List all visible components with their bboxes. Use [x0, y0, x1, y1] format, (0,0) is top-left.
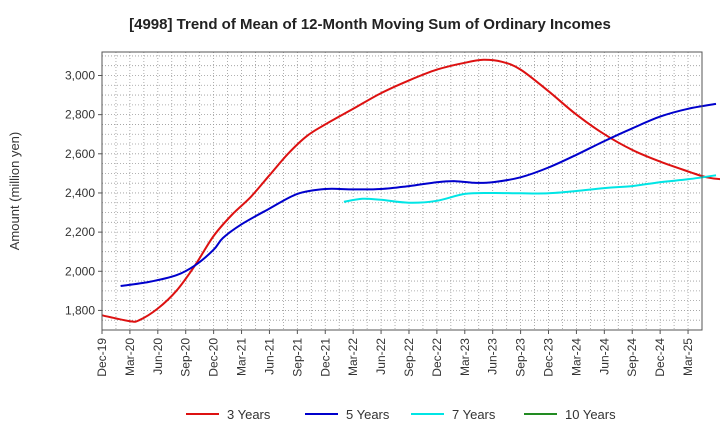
x-tick-label: Mar-22	[346, 338, 360, 376]
x-tick-label: Jun-20	[151, 338, 165, 375]
plot-frame	[101, 51, 703, 331]
x-tick-label: Mar-23	[458, 338, 472, 376]
x-tick-label: Dec-22	[430, 338, 444, 377]
series-layer	[101, 58, 720, 323]
y-tick-label: 2,400	[65, 186, 95, 200]
x-tick-label: Sep-24	[625, 338, 639, 377]
legend-label: 5 Years	[346, 407, 390, 422]
grid	[102, 52, 702, 330]
x-tick-label: Dec-23	[542, 338, 556, 377]
x-tick-label: Dec-19	[95, 338, 109, 377]
series-line-5-years	[120, 102, 717, 287]
x-tick-label: Sep-21	[290, 338, 304, 377]
y-axis-ticks: 1,800 2,000 2,200 2,400 2,600 2,800 3,000	[65, 68, 102, 317]
x-tick-label: Mar-24	[569, 338, 583, 376]
x-tick-label: Jun-22	[374, 338, 388, 375]
series-line-7-years	[343, 174, 717, 204]
legend: 3 Years 5 Years 7 Years 10 Years	[186, 407, 616, 422]
x-tick-label: Jun-24	[597, 338, 611, 375]
legend-label: 7 Years	[452, 407, 496, 422]
x-tick-label: Jun-23	[486, 338, 500, 375]
x-tick-label: Dec-21	[318, 338, 332, 377]
y-tick-label: 2,800	[65, 108, 95, 122]
y-tick-label: 3,000	[65, 68, 95, 82]
chart-title: [4998] Trend of Mean of 12-Month Moving …	[129, 16, 611, 33]
y-tick-label: 2,200	[65, 225, 95, 239]
y-tick-label: 1,800	[65, 303, 95, 317]
x-tick-label: Mar-20	[123, 338, 137, 376]
x-tick-label: Sep-20	[179, 338, 193, 377]
x-tick-label: Dec-24	[653, 338, 667, 377]
x-tick-label: Mar-21	[235, 338, 249, 376]
series-line-3-years	[101, 58, 720, 323]
y-tick-label: 2,600	[65, 147, 95, 161]
x-tick-label: Sep-23	[514, 338, 528, 377]
x-tick-label: Jun-21	[262, 338, 276, 375]
legend-label: 10 Years	[565, 407, 616, 422]
x-tick-label: Dec-20	[207, 338, 221, 377]
x-axis-ticks: Dec-19 Mar-20 Jun-20 Sep-20 Dec-20 Mar-21 Jun-…	[95, 330, 695, 377]
x-tick-label: Mar-25	[681, 338, 695, 376]
y-tick-label: 2,000	[65, 264, 95, 278]
legend-label: 3 Years	[227, 407, 271, 422]
y-axis-label: Amount (million yen)	[7, 132, 22, 251]
x-tick-label: Sep-22	[402, 338, 416, 377]
